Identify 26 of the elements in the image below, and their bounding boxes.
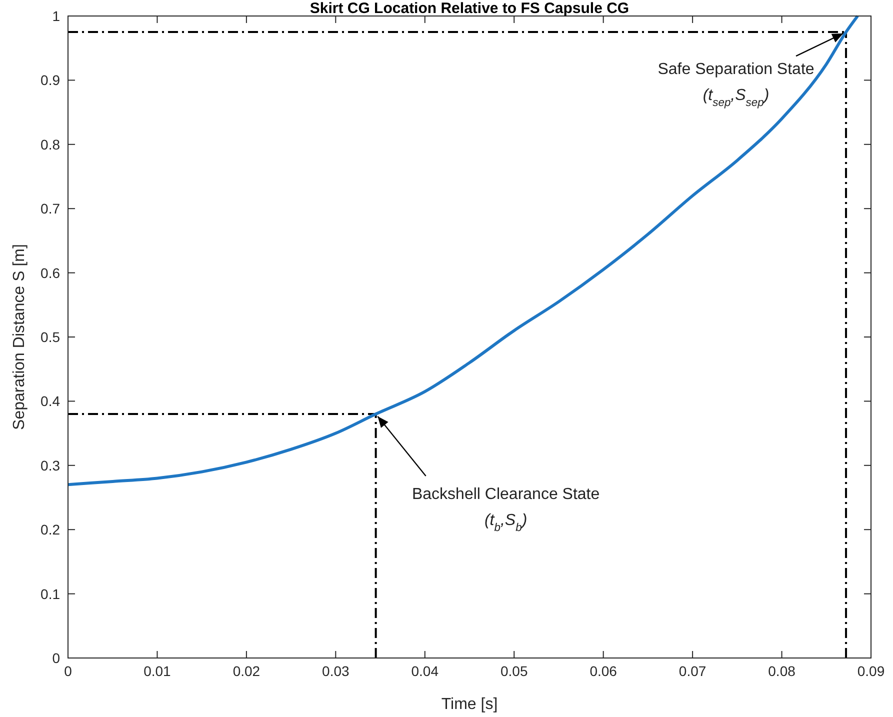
x-tick-label: 0.07 bbox=[678, 663, 706, 679]
y-tick-label: 0.1 bbox=[40, 586, 60, 602]
x-tick-label: 0.01 bbox=[144, 663, 172, 679]
x-tick-label: 0.09 bbox=[857, 663, 885, 679]
y-axis-title: Separation Distance S [m] bbox=[11, 244, 28, 430]
y-tick-label: 0.3 bbox=[40, 457, 60, 474]
x-tick-label: 0.06 bbox=[590, 663, 618, 679]
annotation: Safe Separation State (t$_{sep}$,S$_{sep}$) bbox=[658, 61, 814, 110]
y-tick-label: 0.9 bbox=[40, 72, 60, 88]
y-tick-label: 1 bbox=[52, 8, 60, 24]
x-axis-title: Time [s] bbox=[441, 696, 498, 713]
chart-title: Skirt CG Location Relative to FS Capsule CG bbox=[310, 0, 630, 17]
x-tick-label: 0.04 bbox=[411, 663, 439, 679]
y-tick-label: 0.5 bbox=[40, 329, 60, 345]
y-tick-label: 0.6 bbox=[40, 264, 60, 281]
x-tick-label: 0.05 bbox=[500, 663, 528, 679]
y-tick-label: 0.4 bbox=[40, 393, 60, 410]
y-tick-label: 0 bbox=[52, 650, 60, 666]
annotation: Backshell Clearance State (t$_{b}$,S$_{b}$) bbox=[412, 486, 600, 534]
x-tick-label: 0.08 bbox=[768, 663, 796, 679]
x-tick-label: 0.03 bbox=[322, 663, 350, 679]
y-tick-label: 0.8 bbox=[40, 136, 60, 152]
y-tick-label: 0.2 bbox=[40, 522, 60, 538]
x-tick-label: 0.02 bbox=[232, 663, 260, 679]
x-tick-label: 0 bbox=[64, 663, 72, 679]
y-tick-label: 0.7 bbox=[40, 200, 60, 217]
